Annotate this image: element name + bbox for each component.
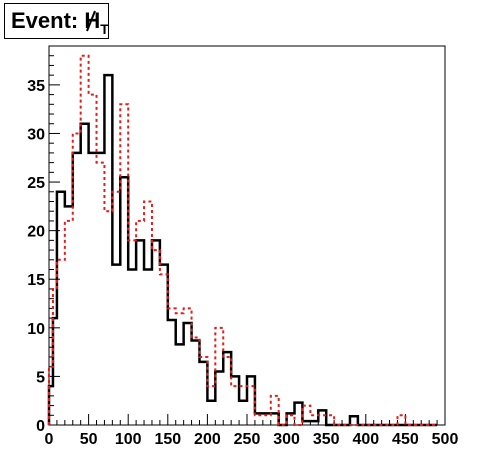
x-tick-label: 300	[273, 431, 300, 448]
chart-title-subscript: T	[100, 21, 109, 37]
x-tick-label: 250	[234, 431, 261, 448]
chart-title-prefix: Event:	[11, 8, 85, 33]
chart-title-box: Event: HT	[4, 3, 109, 39]
x-tick-label: 50	[80, 431, 98, 448]
series-layer	[47, 54, 438, 427]
y-tick-label: 25	[27, 175, 45, 192]
x-tick-label: 200	[194, 431, 221, 448]
chart-title: Event: HT	[11, 8, 109, 37]
x-tick-label: 400	[352, 431, 379, 448]
plot-frame	[48, 45, 446, 426]
series-dashed-red-histogram	[48, 54, 438, 426]
chart-title-symbol: H	[84, 8, 100, 34]
x-tick-label: 450	[392, 431, 419, 448]
x-tick-label: 0	[45, 431, 54, 448]
x-tick-label: 100	[115, 431, 142, 448]
y-tick-label: 0	[36, 418, 45, 435]
y-tick-label: 30	[27, 126, 45, 143]
y-axis-ticks: 0 5 10 15 20 25 30 35	[27, 45, 60, 435]
x-tick-label: 500	[432, 431, 459, 448]
y-tick-label: 15	[27, 272, 45, 289]
series-solid-black-histogram	[47, 73, 438, 427]
x-tick-label: 350	[313, 431, 340, 448]
x-tick-label: 150	[154, 431, 181, 448]
y-tick-label: 35	[27, 78, 45, 95]
y-tick-label: 10	[27, 321, 45, 338]
y-tick-label: 20	[27, 224, 45, 241]
slash-mark-icon	[86, 10, 97, 32]
x-axis-ticks: 0 50 100 150 200 250 300 350 400 450 500	[45, 414, 459, 448]
y-tick-label: 5	[36, 369, 45, 386]
